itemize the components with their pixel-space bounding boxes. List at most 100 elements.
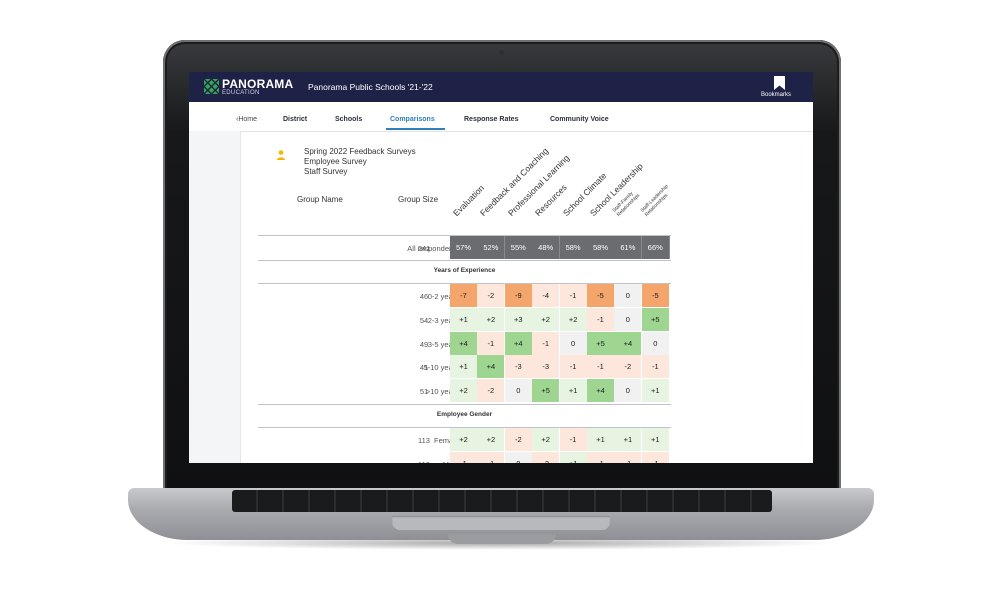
score-cell[interactable]: -7	[450, 284, 477, 307]
score-cell[interactable]: -3	[504, 355, 532, 379]
score-cell[interactable]: -5	[587, 284, 614, 307]
table-row[interactable]: 5-10 years 41 +1 +4 -3 -3 -1 -1 -2 -1	[258, 355, 671, 379]
table-row[interactable]: Female 113 +2 +2 -2 +2 -1 +1 +1 +1	[258, 428, 671, 452]
nav-tab-community-voice[interactable]: Community Voice	[550, 116, 609, 123]
score-cell[interactable]: +2	[477, 428, 505, 451]
score-cell[interactable]: +1	[641, 428, 669, 451]
chevron-left-icon: ‹	[236, 116, 239, 123]
score-cell[interactable]: +5	[641, 307, 669, 331]
score-cell[interactable]: 0	[614, 307, 642, 331]
laptop-trackpad	[392, 516, 610, 530]
score-cell[interactable]: -1	[614, 451, 642, 463]
score-cell[interactable]: -4	[532, 284, 560, 307]
score-cell[interactable]: -1	[559, 284, 587, 307]
table-row[interactable]: 3-5 years 49 +4 -1 +4 -1 0 +5 +4 0	[258, 331, 671, 356]
row-group-name: Female	[433, 436, 459, 445]
score-cell[interactable]: -2	[477, 284, 505, 307]
score-cell[interactable]: -2	[614, 355, 642, 379]
row-divider	[258, 283, 671, 284]
score-cell[interactable]: 0	[504, 451, 532, 463]
nav-tab-comparisons[interactable]: Comparisons	[390, 116, 435, 123]
score-cell[interactable]: -1	[587, 355, 614, 379]
nav-tab-schools[interactable]: Schools	[335, 116, 363, 123]
district-title: Panorama Public Schools '21-'22	[308, 82, 433, 92]
score-cell[interactable]: +1	[641, 379, 669, 403]
score-cell[interactable]: 52%	[477, 236, 506, 259]
score-cell[interactable]: -1	[477, 451, 505, 463]
score-cell[interactable]: -2	[504, 428, 532, 451]
row-divider	[258, 235, 671, 236]
score-cell[interactable]: -1	[641, 355, 669, 379]
score-cell[interactable]: -2	[477, 379, 505, 403]
score-cell[interactable]: -1	[559, 428, 587, 451]
score-cell[interactable]: +5	[587, 331, 614, 355]
score-cell[interactable]: +1	[559, 451, 587, 463]
score-cell[interactable]: -1	[532, 331, 560, 355]
score-cell[interactable]: +1	[587, 428, 614, 451]
score-cell[interactable]: +4	[504, 331, 532, 355]
score-cell[interactable]: +2	[532, 428, 560, 451]
score-cell[interactable]: 55%	[504, 236, 533, 259]
score-cell[interactable]: +2	[450, 379, 477, 403]
table-row[interactable]: 0-2 years 46 -7 -2 -9 -4 -1 -5 0 -5	[258, 284, 671, 308]
row-group-size: 241	[417, 244, 431, 253]
laptop-camera	[499, 50, 504, 55]
score-cell[interactable]: -1	[587, 307, 614, 331]
score-cell[interactable]: +1	[450, 307, 477, 331]
score-cell[interactable]: +4	[614, 331, 642, 355]
score-cell[interactable]: -1	[587, 451, 614, 463]
score-cell[interactable]: 61%	[614, 236, 643, 259]
bookmarks-label[interactable]: Bookmarks	[761, 92, 792, 98]
score-cell[interactable]: 58%	[587, 236, 615, 259]
score-cell[interactable]: 0	[614, 284, 642, 307]
row-group-size: 46	[419, 292, 429, 301]
score-cell[interactable]: +1	[559, 379, 587, 403]
score-cell[interactable]: +4	[450, 331, 477, 355]
score-cell[interactable]: -1	[559, 355, 587, 379]
table-row[interactable]: 2-3 years 54 +1 +2 +3 +2 +2 -1 0 +5	[258, 307, 671, 332]
score-cell[interactable]: 66%	[641, 236, 670, 259]
score-cell[interactable]: 48%	[532, 236, 561, 259]
panorama-logo-icon[interactable]	[204, 79, 219, 94]
score-cell[interactable]: -1	[450, 451, 477, 463]
score-cell[interactable]: -5	[641, 284, 669, 307]
score-cell[interactable]: +2	[532, 307, 560, 331]
score-cell[interactable]: -3	[532, 355, 560, 379]
app-screen: PANORAMA EDUCATION Panorama Public Schoo…	[189, 72, 813, 463]
score-cell[interactable]: +3	[504, 307, 532, 331]
score-cell[interactable]: 0	[559, 331, 587, 355]
bookmark-icon[interactable]	[773, 76, 786, 90]
score-cell[interactable]: +4	[477, 355, 505, 379]
brand-name[interactable]: PANORAMA	[222, 77, 294, 91]
score-cell[interactable]: +4	[587, 379, 614, 403]
score-cell[interactable]: +2	[477, 307, 505, 331]
score-cell[interactable]: +1	[614, 428, 642, 451]
nav-home-link[interactable]: ‹Home	[236, 116, 257, 123]
score-cell[interactable]: 58%	[559, 236, 588, 259]
score-cell[interactable]: -9	[504, 284, 532, 307]
score-cell[interactable]: 57%	[450, 236, 478, 259]
score-cell[interactable]: 0	[504, 379, 532, 403]
row-group-name: 5-10 years	[423, 363, 459, 373]
table-row[interactable]: Male110-1-10-2+1-1-1-1	[258, 451, 671, 463]
group-name-header: Group Name	[297, 195, 343, 204]
row-group-name: 3-5 years	[427, 339, 459, 349]
table-row[interactable]: >10 years 51 +2 -2 0 +5 +1 +4 0 +1	[258, 379, 671, 403]
score-cell[interactable]: +2	[450, 428, 477, 451]
score-cell[interactable]: +5	[532, 379, 560, 403]
brand-subtitle: EDUCATION	[222, 90, 260, 96]
score-cell[interactable]: -1	[641, 451, 669, 463]
score-cell[interactable]: -2	[532, 451, 560, 463]
nav-tab-response-rates[interactable]: Response Rates	[464, 116, 519, 123]
score-cell[interactable]: +2	[559, 307, 587, 331]
laptop-notch	[448, 534, 556, 544]
score-cell[interactable]: 0	[641, 331, 669, 355]
score-cell[interactable]: 0	[614, 379, 642, 403]
row-group-size: 54	[419, 315, 429, 325]
all-respondents-row[interactable]: All respondents 241 57% 52% 55% 48% 58% 58% 61% 6…	[258, 236, 671, 260]
nav-home-label: Home	[238, 116, 258, 123]
score-cell[interactable]: +1	[450, 355, 477, 379]
pane-divider	[240, 131, 241, 463]
nav-tab-district[interactable]: District	[283, 116, 308, 123]
score-cell[interactable]: -1	[477, 331, 505, 355]
